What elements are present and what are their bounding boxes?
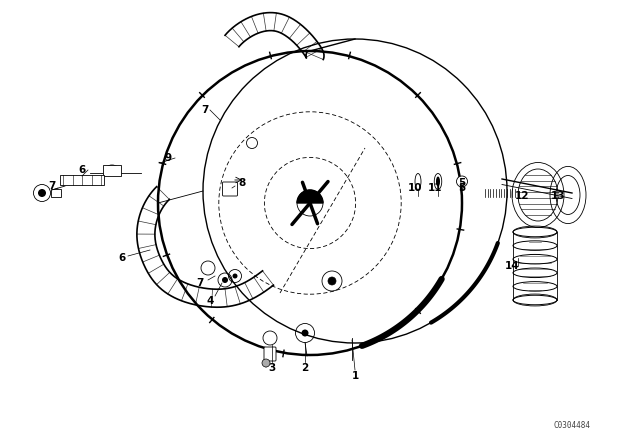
Text: 3: 3	[268, 363, 276, 373]
Text: 7: 7	[196, 278, 204, 288]
Circle shape	[222, 277, 228, 283]
Circle shape	[456, 176, 467, 187]
Text: 11: 11	[428, 183, 442, 193]
Text: 5: 5	[458, 183, 466, 193]
Circle shape	[328, 277, 336, 285]
Text: 6: 6	[118, 253, 125, 263]
Text: 7: 7	[48, 181, 56, 191]
Circle shape	[38, 189, 46, 197]
Circle shape	[232, 273, 237, 279]
Ellipse shape	[436, 177, 440, 186]
FancyBboxPatch shape	[60, 175, 104, 185]
Text: 10: 10	[408, 183, 422, 193]
Text: 1: 1	[351, 371, 358, 381]
FancyBboxPatch shape	[103, 164, 121, 176]
Text: 8: 8	[238, 178, 246, 188]
Wedge shape	[297, 190, 323, 203]
Text: 6: 6	[78, 165, 86, 175]
Text: 5: 5	[458, 178, 466, 188]
Circle shape	[301, 329, 308, 336]
Text: 2: 2	[301, 363, 308, 373]
Text: 12: 12	[515, 191, 529, 201]
FancyBboxPatch shape	[264, 347, 276, 361]
FancyBboxPatch shape	[51, 189, 61, 197]
Text: 7: 7	[202, 105, 209, 115]
Circle shape	[262, 359, 270, 367]
Text: 14: 14	[505, 261, 519, 271]
Text: 13: 13	[551, 191, 565, 201]
Ellipse shape	[518, 169, 558, 221]
Text: 9: 9	[164, 153, 172, 163]
Text: 4: 4	[206, 296, 214, 306]
FancyBboxPatch shape	[223, 182, 237, 196]
Text: C0304484: C0304484	[553, 421, 590, 430]
